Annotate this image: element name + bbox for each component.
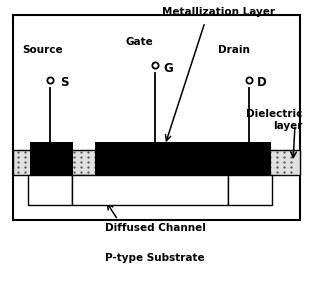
Text: Source: Source xyxy=(22,45,63,55)
Bar xyxy=(228,175,272,205)
Bar xyxy=(228,142,271,175)
Text: Drain: Drain xyxy=(218,45,250,55)
Text: Diffused Channel: Diffused Channel xyxy=(105,223,205,233)
Text: +: + xyxy=(52,184,58,190)
Bar xyxy=(30,142,73,175)
Text: S: S xyxy=(60,76,68,88)
Text: G: G xyxy=(163,61,173,75)
Bar xyxy=(72,175,228,205)
Bar xyxy=(13,15,300,220)
Text: Metallization Layer: Metallization Layer xyxy=(161,7,275,17)
Text: N: N xyxy=(244,185,252,195)
Bar xyxy=(28,175,72,205)
Bar xyxy=(95,142,230,175)
Text: Gate: Gate xyxy=(125,37,153,47)
Text: D: D xyxy=(257,76,267,88)
Bar xyxy=(13,150,300,175)
Text: +: + xyxy=(252,184,258,190)
Text: Dielectric
layer: Dielectric layer xyxy=(246,109,302,131)
Text: N: N xyxy=(44,185,52,195)
Text: N: N xyxy=(146,185,154,195)
Text: P-type Substrate: P-type Substrate xyxy=(105,253,205,263)
